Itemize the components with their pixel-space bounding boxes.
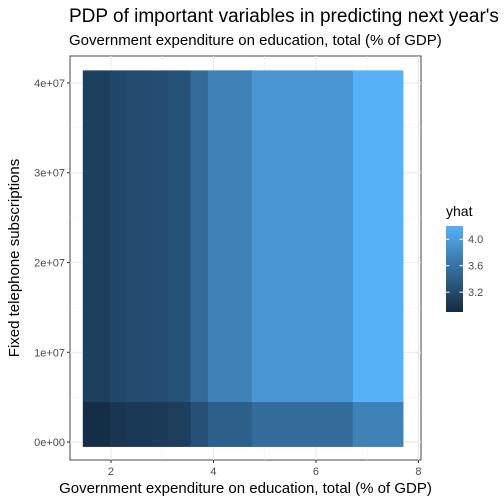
heatmap-cell xyxy=(251,401,354,447)
heatmap-cell xyxy=(109,401,127,447)
heatmap-cell xyxy=(82,70,111,403)
legend-tick-label: 3.6 xyxy=(468,261,483,273)
legend-tick-label: 3.2 xyxy=(468,287,483,299)
heatmap-cell xyxy=(151,70,169,403)
x-tick-label: 4 xyxy=(210,466,216,478)
chart-subtitle: Government expenditure on education, tot… xyxy=(69,32,442,49)
heatmap-cell xyxy=(352,401,404,447)
heatmap-cell xyxy=(251,70,354,403)
legend-title: yhat xyxy=(446,203,473,219)
heatmap-cell xyxy=(190,70,209,403)
y-tick-label: 1e+07 xyxy=(34,347,65,359)
heatmap-cell xyxy=(125,401,152,447)
heatmap-cell xyxy=(190,401,209,447)
x-axis-title: Government expenditure on education, tot… xyxy=(59,480,432,497)
heatmap-cell xyxy=(352,70,404,403)
x-axis: 2 4 6 8 xyxy=(108,460,422,478)
heatmap-cells xyxy=(82,70,404,447)
legend-colorbar xyxy=(446,226,463,312)
legend-ticks: 3.2 3.6 4.0 xyxy=(446,234,483,299)
y-axis-title: Fixed telephone subscriptions xyxy=(6,159,23,357)
legend: yhat 3.2 3.6 4.0 xyxy=(446,203,483,312)
y-axis: 0e+00 1e+07 2e+07 3e+07 4e+07 xyxy=(34,78,70,449)
x-tick-label: 2 xyxy=(108,466,114,478)
heatmap-cell xyxy=(168,70,191,403)
heatmap-cell xyxy=(207,401,253,447)
y-tick-label: 4e+07 xyxy=(34,78,65,90)
heatmap-cell xyxy=(207,70,253,403)
x-tick-label: 8 xyxy=(415,466,421,478)
legend-tick-label: 4.0 xyxy=(468,234,483,246)
y-tick-label: 2e+07 xyxy=(34,257,65,269)
heatmap-cell xyxy=(82,401,111,447)
heatmap-cell xyxy=(109,70,127,403)
heatmap-cell xyxy=(125,70,152,403)
heatmap-cell xyxy=(168,401,191,447)
x-tick-label: 6 xyxy=(313,466,319,478)
y-tick-label: 0e+00 xyxy=(34,437,65,449)
y-tick-label: 3e+07 xyxy=(34,168,65,180)
chart-title: PDP of important variables in predicting… xyxy=(69,6,499,27)
heatmap-cell xyxy=(151,401,169,447)
